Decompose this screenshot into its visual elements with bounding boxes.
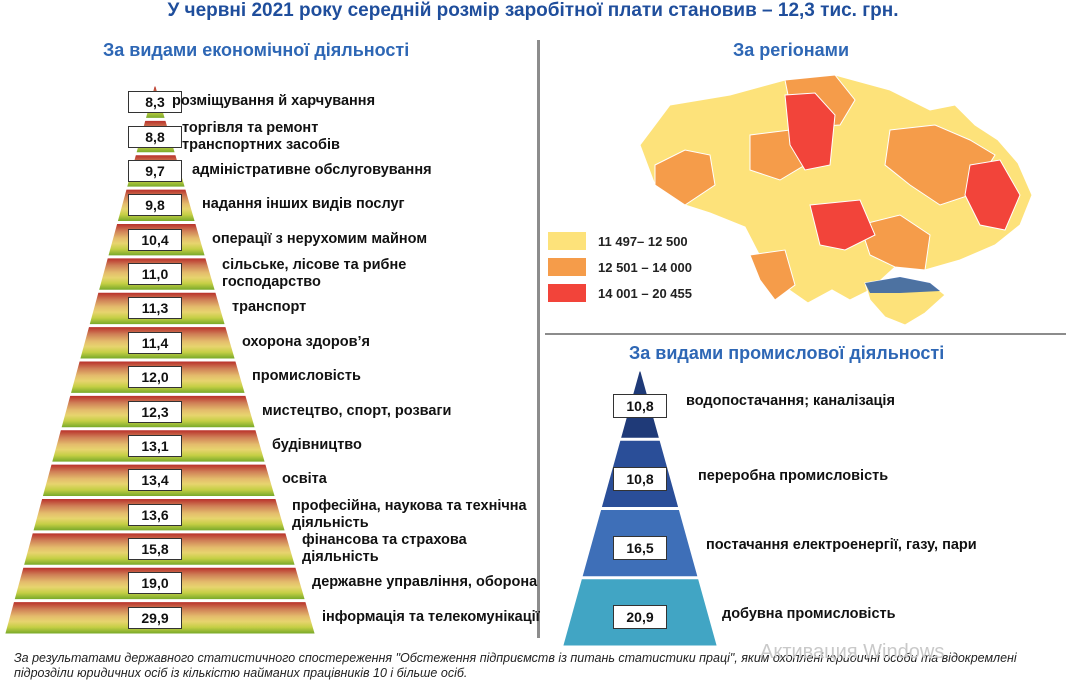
horizontal-divider — [545, 333, 1066, 335]
category-label: інформація та телекомунікації — [322, 608, 540, 625]
value-label: 11,3 — [128, 297, 182, 320]
category-label: освіта — [282, 471, 327, 488]
value-label: 15,8 — [128, 538, 182, 561]
category-label: розміщування й харчування — [172, 93, 376, 110]
map-region-orange-west — [654, 149, 716, 206]
legend-label: 12 501 – 14 000 — [598, 260, 692, 275]
legend-swatch — [548, 232, 586, 250]
legend-swatch — [548, 284, 586, 302]
map-region-red-kyiv — [784, 92, 836, 171]
value-label: 9,7 — [128, 159, 182, 182]
category-label: будівництво — [272, 436, 362, 453]
vertical-divider — [537, 40, 540, 638]
footnote: За результатами державного статистичного… — [14, 651, 1017, 680]
value-label: 8,8 — [128, 125, 182, 148]
value-label: 19,0 — [128, 572, 182, 595]
value-label: 12,3 — [128, 400, 182, 423]
category-label: транспорт — [232, 299, 307, 316]
category-label: надання інших видів послуг — [202, 196, 405, 213]
value-label: 10,8 — [613, 393, 667, 418]
category-label: операції з нерухомим майном — [212, 230, 428, 247]
map-region-orange-sw — [749, 249, 796, 301]
value-label: 13,1 — [128, 434, 182, 457]
category-label: фінансова та страхова діяльність — [302, 532, 467, 566]
left-chart-subtitle: За видами економічної діяльності — [103, 40, 410, 60]
value-label: 11,4 — [128, 331, 182, 354]
category-label: постачання електроенергії, газу, пари — [706, 537, 977, 554]
windows-activation-watermark: Активация Windows — [760, 641, 945, 663]
map-region-red-donetsk — [964, 159, 1021, 231]
value-label: 12,0 — [128, 366, 182, 389]
value-label: 9,8 — [128, 194, 182, 217]
value-label: 16,5 — [613, 536, 667, 561]
map-crimea-shade — [865, 277, 940, 293]
category-label: добувна промисловість — [722, 606, 896, 623]
legend-swatch — [548, 258, 586, 276]
value-label: 8,3 — [128, 91, 182, 114]
map-region-orange-south — [859, 214, 931, 271]
value-label: 29,9 — [128, 606, 182, 629]
value-label: 10,8 — [613, 466, 667, 491]
ukraine-region-map — [639, 74, 1033, 326]
category-label: сільське, лісове та рибне господарство — [222, 257, 407, 291]
value-label: 11,0 — [128, 263, 182, 286]
value-label: 20,9 — [613, 605, 667, 630]
map-region-red-dnipro — [809, 199, 876, 251]
page-title: У червні 2021 року середній розмір зароб… — [167, 0, 899, 21]
legend-label: 14 001 – 20 455 — [598, 286, 692, 301]
category-label: професійна, наукова та технічна діяльніс… — [292, 497, 527, 531]
category-label: переробна промисловість — [698, 467, 889, 484]
value-label: 13,4 — [128, 469, 182, 492]
value-label: 10,4 — [128, 228, 182, 251]
region-subtitle: За регіонами — [733, 40, 850, 60]
category-label: охорона здоров’я — [242, 333, 371, 350]
category-label: промисловість — [252, 368, 361, 385]
category-label: державне управління, оборона — [312, 574, 538, 591]
category-label: торгівля та ремонт транспортних засобів — [182, 119, 340, 153]
legend-label: 11 497– 12 500 — [598, 234, 688, 249]
category-label: мистецтво, спорт, розваги — [262, 402, 452, 419]
category-label: адміністративне обслуговування — [192, 161, 432, 178]
value-label: 13,6 — [128, 503, 182, 526]
industry-subtitle: За видами промислової діяльності — [629, 343, 945, 363]
category-label: водопостачання; каналізація — [686, 392, 895, 409]
